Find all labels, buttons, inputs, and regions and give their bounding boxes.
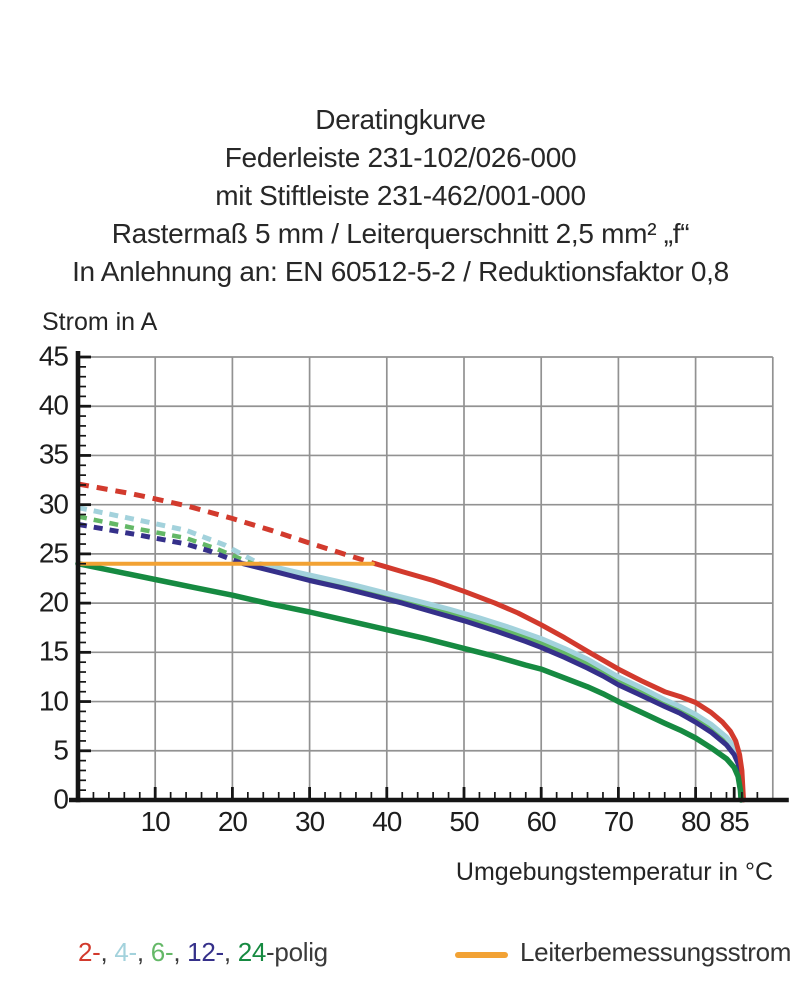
- x-axis-title: Umgebungstemperatur in °C: [455, 858, 773, 886]
- x-tick-label: 30: [295, 806, 325, 837]
- y-tick-label: 5: [53, 734, 69, 766]
- legend-separator: ,: [100, 937, 115, 967]
- curve-dashed-4-polig: [77, 505, 262, 567]
- y-tick-label: 40: [38, 389, 69, 421]
- y-tick-label: 45: [38, 340, 69, 372]
- x-tick-label: 50: [449, 806, 479, 837]
- y-tick-label: 0: [53, 783, 69, 815]
- y-tick-label: 20: [38, 586, 69, 618]
- title-line: Federleiste 231-102/026-000: [224, 142, 577, 173]
- title-line: mit Stiftleiste 231-462/001-000: [215, 180, 586, 211]
- y-tick-label: 35: [38, 438, 69, 470]
- curve-solid-2-polig: [372, 561, 746, 803]
- reference-line-label: Leiterbemessungsstrom: [520, 937, 792, 967]
- x-tick-label: 80: [681, 806, 711, 837]
- x-tick-label: 10: [140, 806, 171, 837]
- x-tick-label: 60: [526, 806, 557, 837]
- curve-solid-12-polig: [240, 561, 745, 803]
- legend-pole-counts: 2-, 4-, 6-, 12-, 24-polig: [78, 937, 328, 968]
- title-line: Rastermaß 5 mm / Leiterquerschnitt 2,5 m…: [111, 218, 690, 249]
- y-tick-label: 25: [38, 537, 69, 569]
- legend-pole-item: 2-: [78, 937, 101, 967]
- legend-separator: ,: [223, 937, 238, 967]
- legend-pole-item: 12-: [187, 937, 224, 967]
- y-axis-title: Strom in A: [42, 308, 158, 336]
- x-tick-label: 20: [217, 806, 248, 837]
- y-tick-label: 15: [38, 635, 69, 667]
- curve-dashed-2-polig: [77, 481, 376, 567]
- legend-pole-item: 24: [237, 937, 267, 967]
- reference-line-swatch: [455, 952, 508, 958]
- y-tick-label: 10: [38, 684, 69, 716]
- legend-separator: ,: [136, 937, 151, 967]
- curve-solid-4-polig: [257, 561, 746, 803]
- legend-suffix: -polig: [266, 937, 328, 967]
- chart-title-block: Deratingkurve Federleiste 231-102/026-00…: [0, 101, 801, 291]
- x-tick-label: 40: [372, 806, 402, 837]
- legend-pole-item: 6-: [150, 937, 174, 967]
- x-tick-label: 70: [603, 806, 634, 837]
- legend-pole-item: 4-: [114, 937, 137, 967]
- title-line: In Anlehnung an: EN 60512-5-2 / Reduktio…: [72, 256, 729, 287]
- title-line: Deratingkurve: [315, 104, 486, 135]
- curve-solid-6-polig: [250, 561, 745, 803]
- legend-separator: ,: [173, 937, 188, 967]
- curve-solid-24-polig: [75, 560, 744, 803]
- y-tick-label: 30: [38, 488, 69, 520]
- x-tick-label: 85: [719, 806, 750, 837]
